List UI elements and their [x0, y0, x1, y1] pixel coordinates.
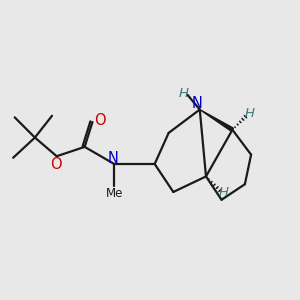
Text: N: N: [107, 151, 118, 166]
Text: H: H: [219, 186, 229, 199]
Text: O: O: [94, 113, 106, 128]
Polygon shape: [200, 110, 233, 131]
Text: Me: Me: [106, 187, 123, 200]
Text: O: O: [50, 157, 62, 172]
Text: H: H: [244, 107, 254, 120]
Text: N: N: [191, 97, 202, 112]
Text: H: H: [178, 87, 189, 100]
